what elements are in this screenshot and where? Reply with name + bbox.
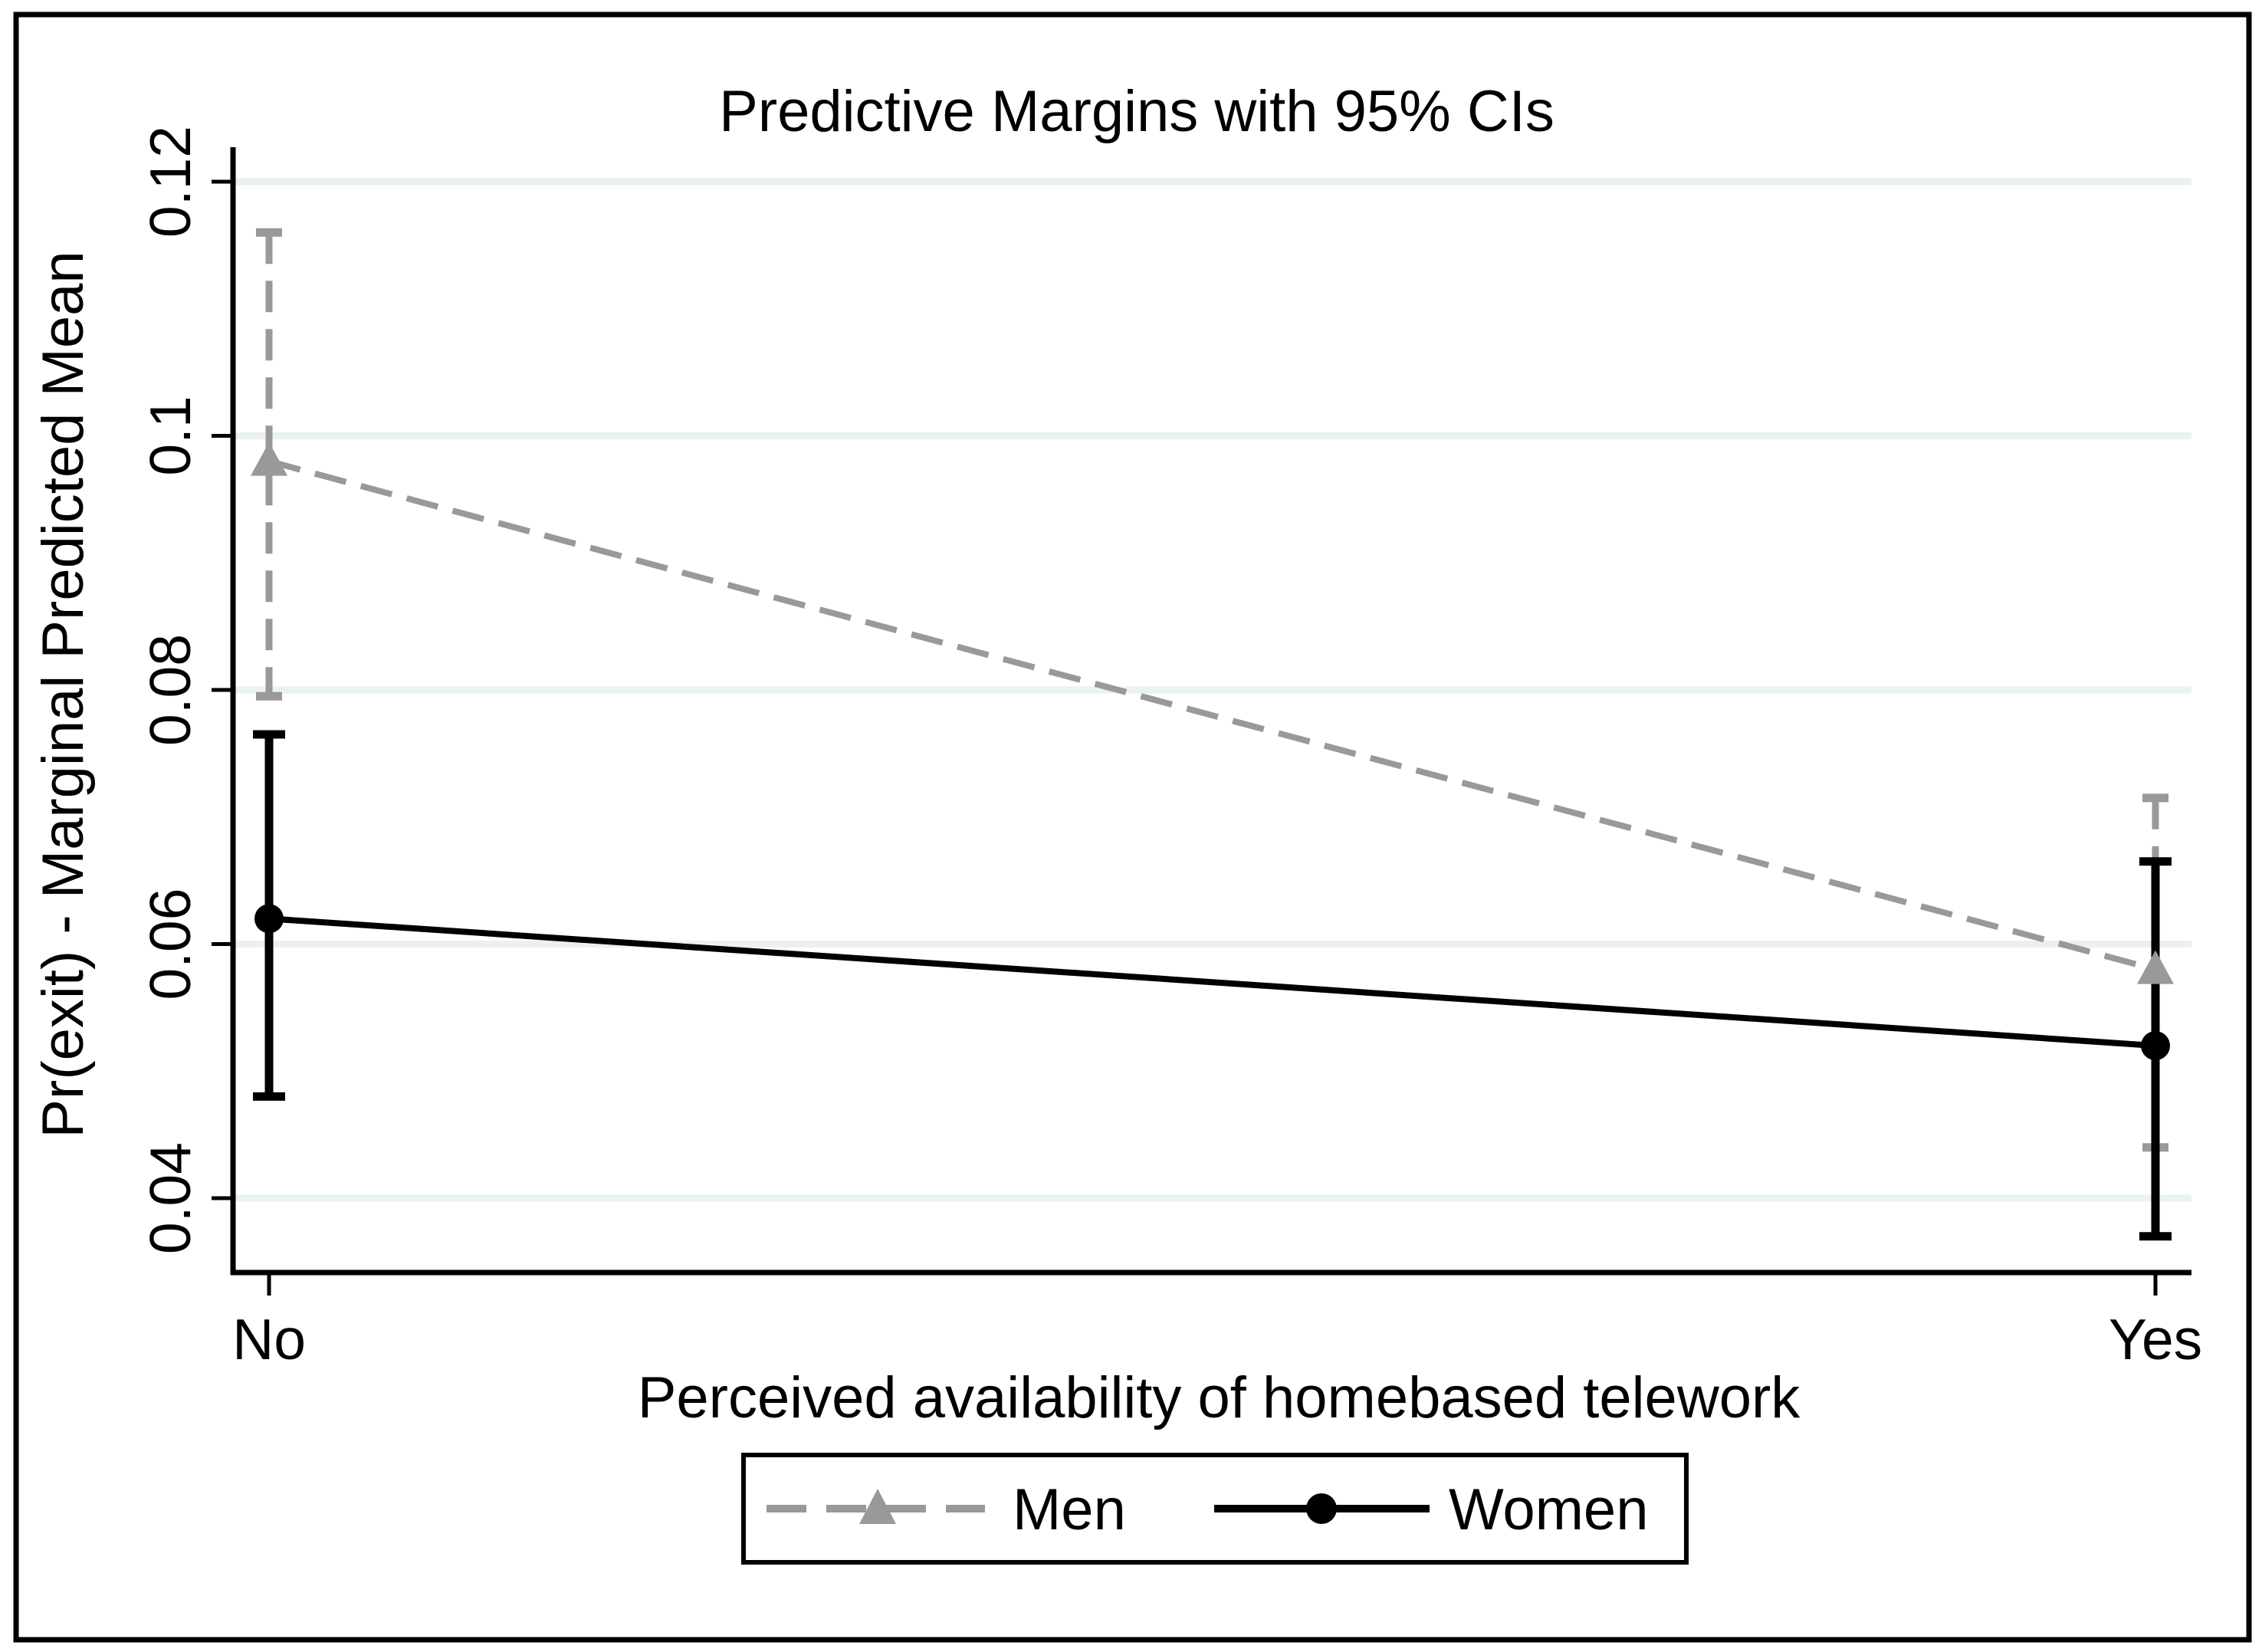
y-tick-label: 0.06 — [138, 888, 202, 1000]
y-tick-label: 0.12 — [138, 126, 202, 238]
series-marker-layer — [251, 442, 2174, 1061]
series-line-men — [268, 458, 2157, 973]
legend-women-label: Women — [1449, 1477, 1648, 1542]
series-line-women — [268, 915, 2156, 1049]
figure-border — [13, 11, 2252, 1643]
x-axis-title: Perceived availability of homebased tele… — [638, 1365, 1801, 1430]
x-tick-label: Yes — [2109, 1307, 2202, 1371]
confidence-interval-layer — [253, 228, 2172, 1241]
x-axis-ticks: No Yes — [232, 1273, 2202, 1371]
legend: Men Women — [741, 1453, 1689, 1565]
marker-circle — [254, 904, 284, 934]
gridline-layer — [233, 178, 2191, 1202]
y-tick-label: 0.08 — [138, 634, 202, 746]
legend-men-triangle-icon — [859, 1489, 896, 1524]
chart-title: Predictive Margins with 95% CIs — [719, 79, 1555, 144]
y-tick-label: 0.1 — [138, 396, 202, 475]
marker-triangle — [251, 442, 287, 476]
legend-men-label: Men — [1013, 1477, 1126, 1542]
y-axis-title: Pr(exit) - Marginal Predicted Mean — [31, 251, 96, 1138]
y-tick-label: 0.04 — [138, 1142, 202, 1254]
marker-circle — [2141, 1031, 2170, 1061]
y-axis-ticks: 0.04 0.06 0.08 0.1 0.12 — [138, 126, 233, 1254]
legend-women-circle-icon — [1306, 1493, 1337, 1524]
series-line-layer — [268, 458, 2157, 1049]
x-tick-label: No — [232, 1307, 306, 1371]
marker-triangle — [2137, 950, 2174, 984]
